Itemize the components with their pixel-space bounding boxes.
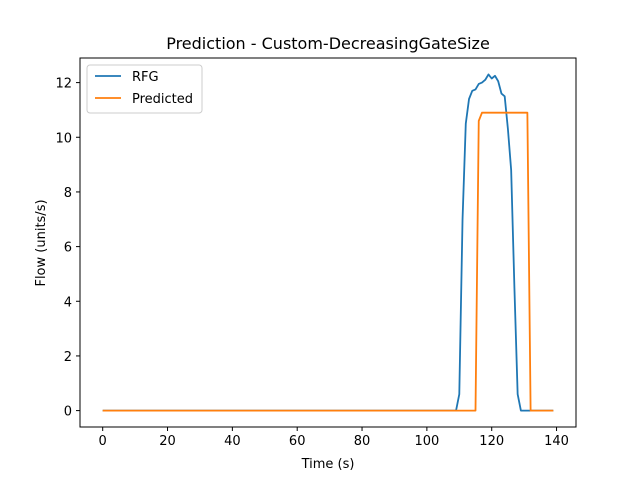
legend-box	[86, 64, 203, 114]
y-tick-label: 12	[55, 77, 72, 92]
plot-area	[102, 73, 554, 412]
y-tick-label: 6	[64, 241, 72, 256]
y-tick-label: 8	[64, 186, 72, 201]
y-axis: 0 2 4 6 8 10 12	[55, 77, 80, 420]
x-tick-label: 120	[479, 434, 504, 449]
x-tick-label: 0	[99, 434, 107, 449]
legend: RFG Predicted	[86, 64, 203, 114]
y-axis-label: Flow (units/s)	[34, 199, 49, 286]
x-tick-label: 140	[544, 434, 569, 449]
legend-label-rfg: RFG	[132, 70, 159, 85]
series-line-rfg	[102, 73, 554, 412]
x-tick-label: 40	[224, 434, 241, 449]
y-tick-label: 2	[64, 350, 72, 365]
legend-label-predicted: Predicted	[132, 92, 193, 107]
plot-frame	[79, 57, 577, 428]
x-axis: 0 20 40 60 80 100 120 140	[99, 427, 569, 449]
series-line-predicted	[102, 111, 554, 412]
x-tick-label: 100	[414, 434, 439, 449]
y-tick-label: 4	[64, 295, 72, 310]
x-tick-label: 80	[354, 434, 371, 449]
y-tick-label: 10	[55, 131, 72, 146]
chart-title: Prediction - Custom-DecreasingGateSize	[166, 34, 490, 53]
y-tick-label: 0	[64, 405, 72, 420]
x-tick-label: 20	[159, 434, 176, 449]
x-axis-label: Time (s)	[301, 457, 355, 472]
x-tick-label: 60	[289, 434, 306, 449]
